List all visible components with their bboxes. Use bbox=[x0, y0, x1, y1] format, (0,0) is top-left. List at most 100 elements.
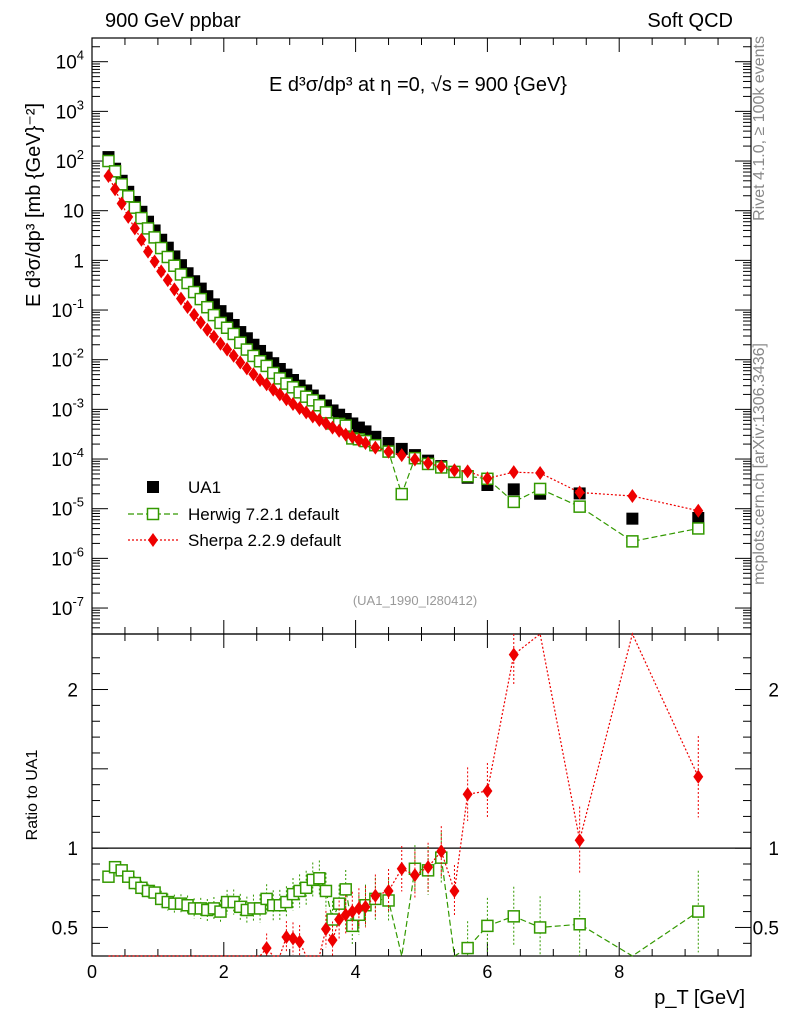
sherpa-point bbox=[268, 382, 279, 397]
herwig-point bbox=[135, 211, 148, 225]
sherpa-point bbox=[627, 489, 638, 504]
ua1-legend-marker bbox=[147, 481, 159, 493]
herwig-point bbox=[313, 399, 326, 412]
sherpa-main-line bbox=[107, 175, 699, 512]
herwig-point bbox=[128, 201, 142, 214]
sherpa-point bbox=[449, 463, 460, 478]
sherpa-ratio-point bbox=[396, 861, 407, 876]
herwig-ratio-point bbox=[121, 870, 135, 883]
main-plot-marks bbox=[102, 151, 705, 548]
herwig-ratio-point bbox=[507, 910, 521, 923]
sherpa-point bbox=[396, 448, 407, 463]
herwig-ratio-point bbox=[214, 905, 227, 918]
y-tick-label-ratio-right: 1 bbox=[768, 839, 779, 860]
sherpa-ratio-point bbox=[370, 888, 381, 903]
sherpa-point bbox=[436, 459, 447, 474]
ratio-plot-marks bbox=[92, 632, 751, 957]
sherpa-point bbox=[261, 377, 272, 392]
sherpa-point bbox=[202, 322, 213, 337]
ua1-point bbox=[254, 344, 267, 357]
sherpa-point bbox=[274, 387, 285, 402]
herwig-ratio-point bbox=[319, 884, 333, 898]
y-tick-label-ratio: 0.5 bbox=[52, 918, 78, 939]
herwig-point bbox=[227, 327, 240, 341]
herwig-point bbox=[194, 292, 207, 306]
herwig-ratio-point bbox=[102, 870, 115, 883]
herwig-point bbox=[234, 336, 247, 349]
sherpa-point bbox=[340, 427, 351, 442]
y-tick-label-main: 10-6 bbox=[51, 544, 84, 570]
sherpa-point bbox=[195, 315, 206, 330]
sherpa-point bbox=[241, 361, 252, 376]
sherpa-point bbox=[162, 273, 173, 288]
sherpa-ratio-point bbox=[327, 933, 338, 948]
sherpa-legend-marker bbox=[148, 533, 158, 547]
herwig-legend-marker bbox=[146, 507, 160, 521]
herwig-ratio-point bbox=[260, 892, 273, 906]
sherpa-point bbox=[508, 465, 519, 480]
herwig-ratio-point bbox=[461, 941, 474, 955]
herwig-point bbox=[174, 268, 188, 281]
y-tick-label-ratio-right: 0.5 bbox=[753, 918, 779, 939]
herwig-ratio-point bbox=[253, 902, 267, 915]
sherpa-point bbox=[574, 485, 585, 500]
x-tick-label: 6 bbox=[482, 962, 492, 982]
ua1-point bbox=[507, 483, 520, 496]
sherpa-point bbox=[110, 182, 121, 197]
sherpa-point bbox=[535, 466, 546, 481]
sherpa-legend-label: Sherpa 2.2.9 default bbox=[188, 531, 341, 550]
herwig-legend-label: Herwig 7.2.1 default bbox=[188, 505, 339, 524]
herwig-ratio-point bbox=[115, 864, 128, 877]
y-tick-label-main: 10-4 bbox=[51, 445, 84, 471]
sherpa-ratio-point bbox=[449, 883, 460, 898]
sherpa-ratio-point bbox=[423, 860, 434, 875]
herwig-point bbox=[181, 276, 194, 290]
sherpa-point bbox=[136, 232, 147, 247]
herwig-point bbox=[533, 482, 547, 496]
sherpa-ratio-point bbox=[294, 934, 305, 949]
sherpa-point bbox=[215, 336, 226, 351]
herwig-point bbox=[573, 500, 586, 513]
herwig-point bbox=[121, 190, 135, 203]
sherpa-point bbox=[383, 444, 394, 459]
herwig-point bbox=[148, 231, 161, 244]
herwig-point bbox=[692, 522, 705, 535]
sherpa-ratio-point bbox=[482, 784, 493, 799]
herwig-ratio-point bbox=[280, 895, 293, 909]
sherpa-point bbox=[156, 264, 167, 279]
x-axis-label: p_T [GeV] bbox=[654, 987, 745, 1009]
sherpa-point bbox=[143, 244, 154, 259]
sherpa-point bbox=[482, 471, 493, 486]
x-tick-label: 8 bbox=[614, 962, 624, 982]
herwig-ratio-point bbox=[481, 919, 494, 933]
herwig-point bbox=[154, 241, 168, 255]
y-tick-label-ratio-right: 2 bbox=[768, 681, 779, 702]
header-right-label: Soft QCD bbox=[647, 10, 733, 32]
herwig-point bbox=[240, 343, 254, 356]
rivet-version-label: Rivet 4.1.0, ≥ 100k events bbox=[751, 36, 768, 221]
sherpa-ratio-point bbox=[353, 901, 364, 916]
x-tick-label: 4 bbox=[351, 962, 361, 982]
ua1-legend-label: UA1 bbox=[188, 478, 221, 497]
y-tick-label-main: 10-7 bbox=[51, 594, 84, 620]
herwig-point bbox=[395, 487, 408, 501]
mcplots-reference-label: mcplots.cern.ch [arXiv:1306.3436] bbox=[751, 343, 768, 585]
y-tick-label-ratio: 1 bbox=[67, 839, 78, 860]
sherpa-point bbox=[370, 440, 381, 455]
sherpa-point bbox=[129, 221, 140, 236]
herwig-point bbox=[161, 250, 175, 264]
herwig-ratio-point bbox=[692, 905, 705, 918]
ua1-point bbox=[626, 512, 639, 525]
sherpa-point bbox=[222, 342, 233, 357]
sherpa-point bbox=[693, 503, 704, 518]
sherpa-point bbox=[149, 254, 160, 269]
y-tick-label-main: 1 bbox=[73, 251, 84, 272]
herwig-ratio-point bbox=[313, 872, 326, 885]
sherpa-ratio-point bbox=[462, 787, 473, 802]
sherpa-point bbox=[103, 168, 114, 183]
herwig-point bbox=[168, 259, 181, 272]
y-tick-label-main: 10-5 bbox=[51, 495, 84, 521]
herwig-ratio-point bbox=[299, 881, 313, 895]
legend: UA1 Herwig 7.2.1 default Sherpa 2.2.9 defa… bbox=[128, 478, 341, 550]
